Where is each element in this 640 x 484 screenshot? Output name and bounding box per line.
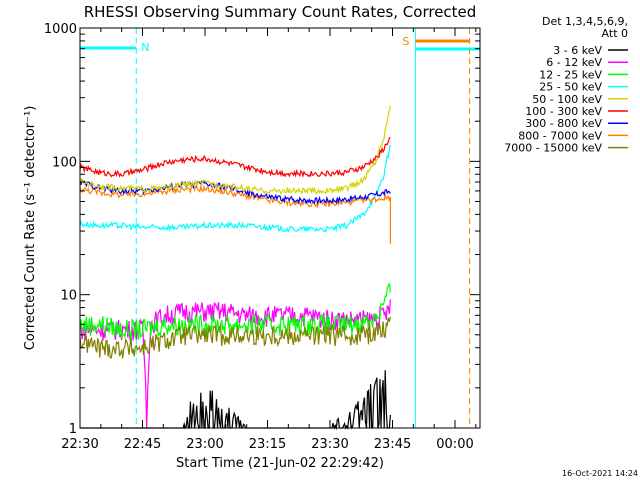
x-tick-label: 23:15: [249, 437, 286, 452]
legend-header-line-1: Det 1,3,4,5,6,9,: [542, 15, 628, 28]
saa-label: S: [402, 35, 409, 48]
series-layer: [79, 105, 392, 431]
legend-label: 800 - 7000 keV: [518, 129, 602, 142]
x-axis-label: Start Time (21-Jun-02 22:29:42): [176, 456, 384, 471]
legend-label: 6 - 12 keV: [546, 56, 602, 69]
plot-frame: [79, 27, 481, 429]
chart-title: RHESSI Observing Summary Count Rates, Co…: [84, 3, 477, 21]
night-label: N: [141, 41, 149, 54]
y-tick-label: 1: [69, 422, 77, 437]
x-tick-label: 23:30: [311, 437, 348, 452]
x-axis: 22:30 22:45 23:00 23:15 23:30 23:45 00:00: [61, 28, 477, 452]
series-line-5: [79, 136, 391, 179]
x-tick-label: 22:30: [61, 437, 98, 452]
timestamp: 16-Oct-2021 14:24: [562, 469, 638, 478]
x-tick-label: 22:45: [124, 437, 161, 452]
y-tick-label: 1000: [44, 22, 77, 37]
legend-label: 7000 - 15000 keV: [504, 142, 602, 155]
y-axis-label: Corrected Count Rate (s⁻¹ detector⁻¹): [23, 106, 38, 351]
x-tick-label: 00:00: [436, 437, 473, 452]
series-line-0: [80, 370, 391, 431]
legend-label: 12 - 25 keV: [539, 68, 602, 81]
series-line-8: [79, 316, 391, 359]
legend-label: 300 - 800 keV: [525, 117, 602, 130]
legend-header-line-2: Att 0: [602, 27, 628, 40]
legend-label: 50 - 100 keV: [532, 93, 602, 106]
legend-label: 3 - 6 keV: [553, 44, 602, 57]
series-line-7: [79, 184, 391, 209]
series-line-6: [79, 178, 391, 205]
y-axis: 1 10 100 1000: [44, 22, 480, 437]
legend-label: 25 - 50 keV: [539, 81, 602, 94]
series-line-3: [79, 144, 391, 234]
series-line-4: [79, 105, 391, 196]
x-tick-label: 23:45: [374, 437, 411, 452]
x-tick-label: 23:00: [186, 437, 223, 452]
y-tick-label: 100: [52, 155, 77, 170]
y-tick-label: 10: [60, 289, 77, 304]
series-line-2: [79, 283, 391, 341]
legend-label: 100 - 300 keV: [525, 105, 602, 118]
